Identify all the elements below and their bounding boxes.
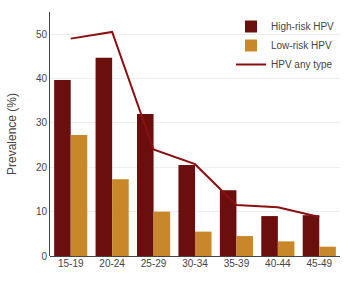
svg-text:HPV any type: HPV any type (271, 59, 333, 70)
svg-text:10: 10 (36, 206, 48, 217)
svg-text:40: 40 (36, 73, 48, 84)
svg-text:20-24: 20-24 (99, 258, 125, 269)
svg-text:45-49: 45-49 (307, 258, 333, 269)
svg-text:30: 30 (36, 117, 48, 128)
svg-text:30-34: 30-34 (182, 258, 208, 269)
svg-text:Prevalence (%): Prevalence (%) (5, 93, 19, 175)
svg-text:35-39: 35-39 (224, 258, 250, 269)
svg-text:15-19: 15-19 (58, 258, 84, 269)
svg-text:Low-risk HPV: Low-risk HPV (271, 40, 332, 51)
svg-text:40-44: 40-44 (265, 258, 291, 269)
svg-text:25-29: 25-29 (141, 258, 167, 269)
svg-text:0: 0 (41, 251, 47, 262)
svg-text:20: 20 (36, 162, 48, 173)
svg-text:50: 50 (36, 29, 48, 40)
svg-text:High-risk HPV: High-risk HPV (271, 21, 334, 32)
